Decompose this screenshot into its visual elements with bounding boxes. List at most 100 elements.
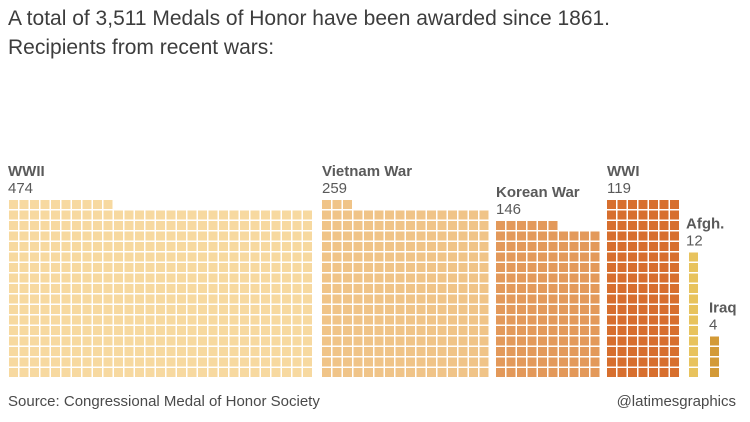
medal-square (124, 263, 134, 272)
medal-square (72, 326, 81, 335)
medal-square (689, 315, 698, 325)
medal-square (40, 221, 50, 230)
medal-square (292, 221, 302, 230)
medal-square (590, 284, 600, 293)
medal-square (322, 305, 331, 314)
medal-square (406, 252, 415, 262)
medal-square (517, 273, 526, 283)
medal-square (649, 315, 658, 325)
medal-square (51, 221, 60, 230)
medal-square (271, 263, 281, 272)
medal-square (395, 315, 405, 325)
medal-square (177, 305, 186, 314)
medal-square (458, 210, 468, 220)
medal-square (607, 252, 616, 262)
medal-square (364, 305, 373, 314)
medal-square (364, 210, 373, 220)
medal-square (670, 305, 679, 314)
medal-square (590, 294, 600, 304)
medal-square (322, 336, 331, 346)
medal-square (670, 368, 679, 377)
medal-square (19, 357, 29, 367)
medal-square (177, 368, 186, 377)
medal-square (649, 284, 658, 293)
medal-square (469, 357, 478, 367)
medal-square (590, 252, 600, 262)
medal-square (649, 231, 658, 241)
medal-square (9, 294, 18, 304)
medal-square (569, 326, 579, 335)
medal-square (506, 263, 516, 272)
medal-square (72, 221, 81, 230)
medal-square (30, 357, 39, 367)
medal-square (61, 263, 71, 272)
medal-square (166, 368, 176, 377)
medal-square (496, 221, 505, 230)
medal-square (479, 368, 489, 377)
medal-square (187, 336, 197, 346)
medal-square (198, 315, 207, 325)
medal-square (19, 231, 29, 241)
medal-square (406, 357, 415, 367)
medal-square (607, 231, 616, 241)
medal-square (322, 273, 331, 283)
medal-square (219, 357, 228, 367)
medal-square (458, 231, 468, 241)
medal-square (385, 347, 394, 356)
group-iraq (710, 336, 719, 377)
medal-square (229, 242, 239, 251)
medal-square (114, 242, 123, 251)
medal-square (469, 231, 478, 241)
medal-square (187, 263, 197, 272)
medal-square (93, 252, 102, 262)
medal-square (166, 252, 176, 262)
medal-square (103, 294, 113, 304)
medal-square (710, 347, 719, 356)
medal-square (114, 326, 123, 335)
group-korean-war (496, 221, 600, 377)
medal-square (322, 221, 331, 230)
medal-square (638, 326, 648, 335)
medal-square (607, 200, 616, 209)
medal-square (638, 231, 648, 241)
medal-square (93, 368, 102, 377)
medal-square (364, 315, 373, 325)
medal-square (250, 357, 260, 367)
medal-square (72, 347, 81, 356)
medal-square (559, 263, 568, 272)
medal-square (559, 242, 568, 251)
medal-square (617, 315, 627, 325)
medal-square (30, 294, 39, 304)
medal-square (292, 315, 302, 325)
medal-square (30, 347, 39, 356)
medal-square (135, 326, 144, 335)
medal-square (40, 294, 50, 304)
medal-square (496, 368, 505, 377)
medal-square (548, 263, 558, 272)
medal-square (670, 210, 679, 220)
medal-square (332, 221, 342, 230)
medal-square (135, 357, 144, 367)
medal-square (30, 336, 39, 346)
medal-square (322, 284, 331, 293)
medal-square (590, 242, 600, 251)
medal-square (670, 221, 679, 230)
medal-square (448, 368, 457, 377)
medal-square (580, 347, 589, 356)
medal-square (437, 326, 447, 335)
medal-square (559, 284, 568, 293)
medal-square (670, 242, 679, 251)
medal-square (19, 242, 29, 251)
medal-square (322, 357, 331, 367)
medal-square (448, 336, 457, 346)
medal-square (282, 357, 291, 367)
medal-square (135, 231, 144, 241)
series-label-wwi: WWI (607, 163, 639, 180)
medal-square (30, 200, 39, 209)
medal-square (282, 326, 291, 335)
medal-square (19, 368, 29, 377)
medal-square (496, 252, 505, 262)
medal-square (292, 284, 302, 293)
medal-square (40, 200, 50, 209)
medal-square (548, 284, 558, 293)
